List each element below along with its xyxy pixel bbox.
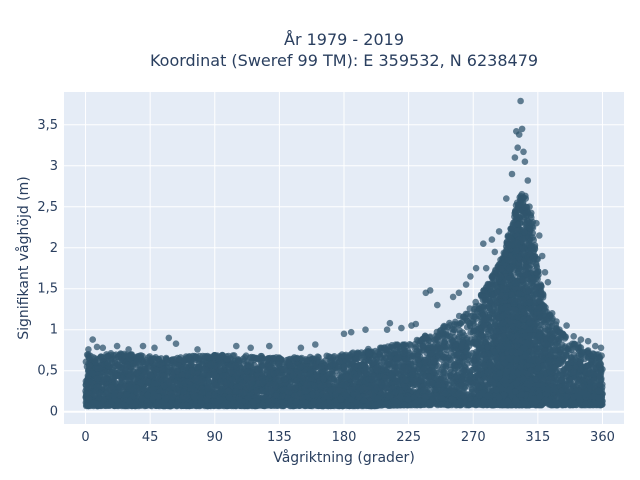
data-point <box>450 326 458 333</box>
chart-title: År 1979 - 2019 <box>284 30 404 49</box>
data-point <box>478 303 486 311</box>
data-point <box>541 327 548 335</box>
data-point <box>229 352 237 359</box>
data-point <box>472 298 480 306</box>
data-points <box>82 97 606 410</box>
chart-subtitle: Koordinat (Sweref 99 TM): E 359532, N 62… <box>150 51 538 70</box>
